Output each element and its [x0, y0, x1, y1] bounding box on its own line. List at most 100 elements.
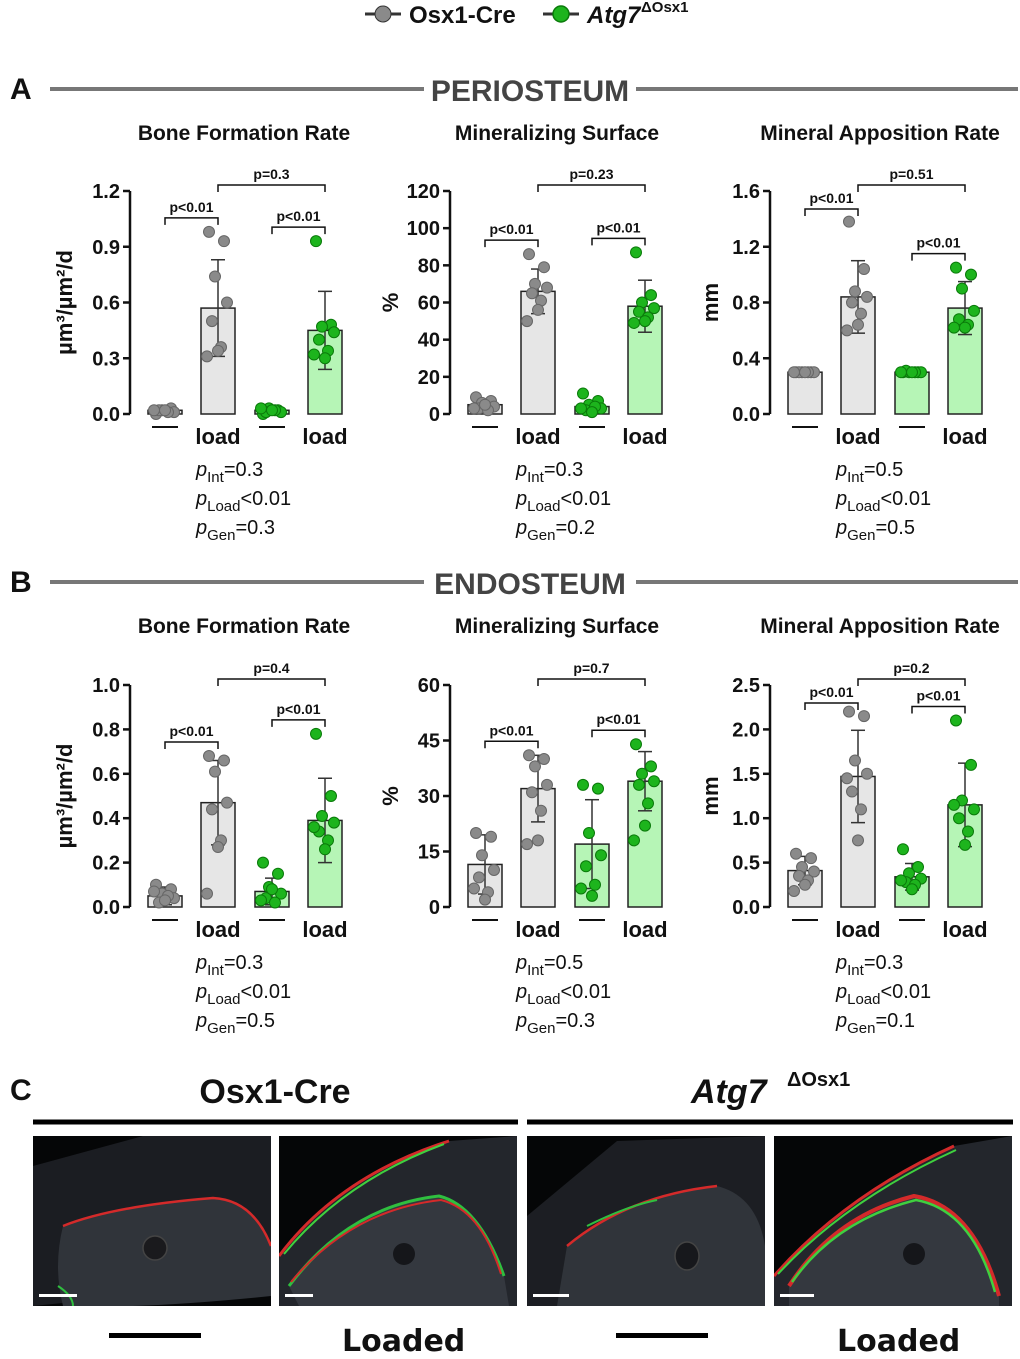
stat-line: pInt=0.5 [515, 952, 583, 979]
data-point [523, 248, 535, 261]
data-point [221, 296, 233, 309]
significance-bracket [217, 184, 326, 192]
data-point [906, 883, 918, 896]
significance-bracket [911, 252, 966, 261]
y-tick-label: 0.5 [732, 853, 760, 875]
legend-label-control: Osx1-Cre [409, 2, 516, 29]
data-point [799, 366, 811, 379]
data-point [965, 758, 977, 771]
data-point [855, 307, 867, 320]
data-point [580, 860, 592, 873]
significance-label: p<0.01 [170, 723, 214, 739]
data-point [468, 402, 480, 415]
x-category-label: load [195, 424, 240, 449]
stat-line: pGen=0.1 [835, 1010, 915, 1037]
y-axis-label: µm³/µm²/d [52, 744, 77, 849]
data-point [209, 765, 221, 778]
y-tick-label: 0.3 [92, 348, 120, 370]
data-point [630, 738, 642, 751]
chart-title: Mineralizing Surface [455, 122, 659, 145]
data-point [212, 344, 224, 357]
data-point [148, 885, 160, 898]
x-category-label: load [622, 917, 667, 942]
y-tick-label: 40 [418, 330, 440, 352]
scale-bar [533, 1294, 569, 1297]
y-tick-label: 0.4 [92, 808, 121, 830]
data-point [948, 321, 960, 334]
data-point [266, 404, 278, 417]
micrograph-control-unloaded [33, 1136, 271, 1306]
data-point [212, 841, 224, 854]
significance-bracket [537, 184, 646, 192]
data-point [328, 326, 340, 339]
stat-line: pGen=0.5 [835, 517, 915, 544]
data-point [858, 263, 870, 276]
data-point [950, 714, 962, 727]
data-point [521, 838, 533, 851]
data-point [843, 215, 855, 228]
significance-label: p<0.01 [277, 701, 321, 717]
group-label-ko-superscript: ΔOsx1 [787, 1069, 850, 1091]
significance-label: p<0.01 [277, 208, 321, 224]
data-point [257, 856, 269, 869]
scale-bar [780, 1294, 814, 1297]
stat-line: pGen=0.3 [515, 1010, 595, 1037]
loaded-label-left: Loaded [342, 1324, 466, 1359]
significance-label: p<0.01 [490, 722, 534, 738]
data-point [855, 803, 867, 816]
data-point [308, 348, 320, 361]
x-category-label: load [302, 424, 347, 449]
data-point [858, 710, 870, 723]
significance-bracket [857, 678, 966, 686]
data-point [861, 767, 873, 780]
stat-line: pLoad<0.01 [195, 981, 291, 1008]
scale-bar [285, 1294, 313, 1297]
data-point [895, 366, 907, 379]
significance-bracket [857, 184, 966, 192]
data-point [485, 830, 497, 843]
data-point [479, 398, 491, 411]
data-point [636, 767, 648, 780]
data-point [852, 318, 864, 331]
y-tick-label: 0 [429, 897, 440, 919]
significance-label: p=0.2 [893, 660, 929, 676]
data-point [575, 402, 587, 415]
stat-line: pLoad<0.01 [515, 488, 611, 515]
panel-letter-c: C [10, 1074, 32, 1107]
significance-bracket [484, 740, 539, 749]
significance-label: p=0.51 [890, 166, 934, 182]
legend-label-ko-superscript: ΔOsx1 [641, 0, 688, 16]
stat-line: pGen=0.5 [195, 1010, 275, 1037]
significance-label: p<0.01 [597, 219, 641, 235]
data-point [633, 778, 645, 791]
y-tick-label: 80 [418, 255, 440, 277]
stat-line: pLoad<0.01 [515, 981, 611, 1008]
x-category-label: load [302, 917, 347, 942]
y-tick-label: 1.6 [732, 181, 760, 203]
data-point [310, 727, 322, 740]
chart-B-mineral-apposition-rate: Mineral Apposition Rate 0.0 0.5 1.0 1.5 2.0 2.… [698, 615, 1000, 1037]
y-tick-label: 1.2 [732, 237, 760, 259]
data-point [799, 878, 811, 891]
y-tick-label: 0 [429, 404, 440, 426]
significance-label: p<0.01 [810, 190, 854, 206]
micrograph-ko-loaded [774, 1136, 1012, 1306]
panel-letter-a: A [10, 73, 32, 106]
data-point [255, 894, 267, 907]
loaded-label-right: Loaded [837, 1324, 961, 1359]
data-point [645, 760, 657, 773]
significance-bracket [271, 226, 326, 235]
data-point [266, 883, 278, 896]
y-axis-label: mm [698, 283, 723, 322]
y-tick-label: 60 [418, 675, 440, 697]
y-tick-label: 15 [418, 842, 440, 864]
data-point [628, 316, 640, 329]
data-point [586, 406, 598, 419]
data-point [841, 324, 853, 337]
data-point [790, 847, 802, 860]
data-point [521, 315, 533, 328]
data-point [965, 268, 977, 281]
significance-label: p=0.7 [573, 660, 609, 676]
stat-line: pGen=0.3 [195, 517, 275, 544]
